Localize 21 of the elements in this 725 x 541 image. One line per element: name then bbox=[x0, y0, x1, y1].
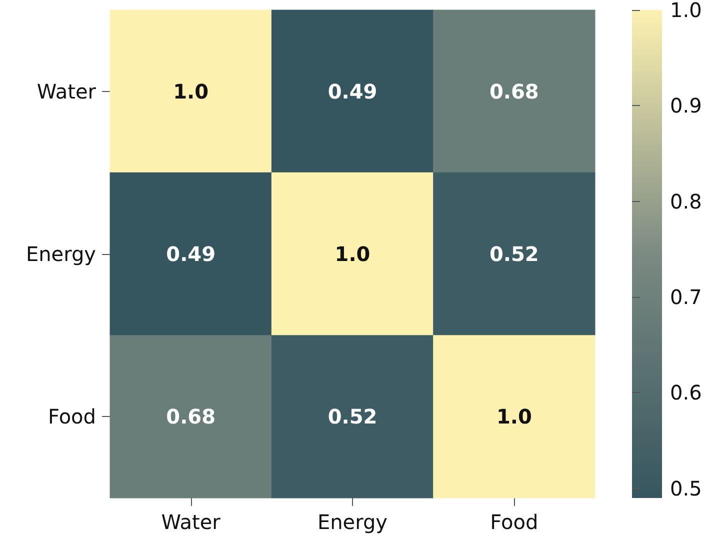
data-label: 0.68 bbox=[489, 79, 539, 104]
color-bar-label: 0.9 bbox=[670, 94, 702, 118]
data-label: 0.52 bbox=[328, 404, 378, 429]
x-tick-label: Water bbox=[161, 510, 222, 534]
data-label: 0.68 bbox=[166, 404, 216, 429]
color-bar-label: 0.5 bbox=[670, 476, 702, 500]
y-tick-label: Water bbox=[36, 79, 97, 104]
x-tick-label: Food bbox=[490, 510, 538, 534]
color-bar-label: 0.8 bbox=[670, 189, 702, 214]
y-tick-label: Food bbox=[48, 404, 96, 429]
x-tick-label: Energy bbox=[317, 510, 388, 534]
data-label: 1.0 bbox=[173, 79, 209, 104]
color-bar-label: 0.7 bbox=[670, 285, 702, 310]
y-tick-label: Energy bbox=[26, 242, 96, 266]
data-label: 0.52 bbox=[489, 242, 539, 266]
color-bar-label: 0.6 bbox=[670, 380, 702, 405]
data-label: 0.49 bbox=[328, 79, 378, 104]
data-label: 1.0 bbox=[334, 242, 370, 266]
data-label: 0.49 bbox=[166, 242, 216, 266]
data-label: 1.0 bbox=[496, 404, 532, 429]
color-bar-label: 1.0 bbox=[670, 0, 702, 22]
